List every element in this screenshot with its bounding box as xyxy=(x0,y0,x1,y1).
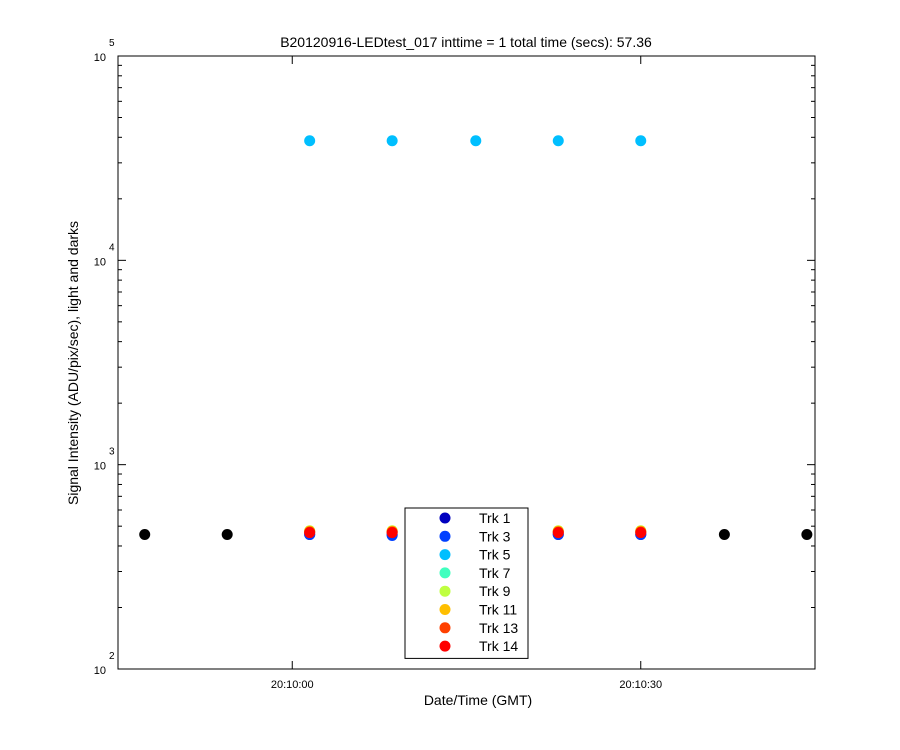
x-tick-label: 20:10:30 xyxy=(619,679,662,691)
x-axis-label: Date/Time (GMT) xyxy=(424,692,532,708)
legend-marker xyxy=(439,585,451,597)
y-axis-label: Signal Intensity (ADU/pix/sec), light an… xyxy=(65,221,81,505)
y-tick-label-base: 10 xyxy=(94,52,106,64)
y-tick-label-exponent: 3 xyxy=(109,447,115,458)
point-trk-5 xyxy=(304,135,316,147)
y-tick-label-exponent: 5 xyxy=(109,38,115,49)
point-trk-14 xyxy=(635,527,647,539)
dark-point xyxy=(221,529,233,541)
x-axis: 20:10:00 20:10:30 xyxy=(271,56,662,691)
y-tick-label-exponent: 2 xyxy=(109,651,115,662)
y-tick-label-base: 10 xyxy=(94,256,106,268)
dark-point xyxy=(718,529,730,541)
legend: Trk 1 Trk 3 Trk 5 Trk 7 Trk 9 Trk 11 Trk 13 Trk… xyxy=(404,507,529,659)
legend-label: Trk 5 xyxy=(479,547,511,563)
point-trk-5 xyxy=(470,135,482,147)
chart-title: B20120916-LEDtest_017 inttime = 1 total … xyxy=(280,34,652,50)
legend-marker xyxy=(439,640,451,652)
y-tick-label-base: 10 xyxy=(94,665,106,677)
legend-label: Trk 7 xyxy=(479,565,511,581)
dark-point xyxy=(801,529,813,541)
legend-marker xyxy=(439,549,451,561)
legend-marker xyxy=(439,567,451,579)
y-tick-label-exponent: 4 xyxy=(109,242,115,253)
point-trk-5 xyxy=(552,135,564,147)
legend-label: Trk 3 xyxy=(479,528,511,544)
legend-label: Trk 11 xyxy=(479,602,517,618)
point-trk-5 xyxy=(386,135,398,147)
legend-marker xyxy=(439,530,451,542)
point-trk-14 xyxy=(304,527,316,539)
legend-marker xyxy=(439,622,451,634)
legend-label: Trk 13 xyxy=(479,620,518,636)
dark-point xyxy=(139,529,151,541)
legend-label: Trk 1 xyxy=(479,510,511,526)
legend-box xyxy=(404,507,529,659)
x-tick-label: 20:10:00 xyxy=(271,679,314,691)
point-trk-5 xyxy=(635,135,647,147)
legend-marker xyxy=(439,512,451,524)
y-tick-label-base: 10 xyxy=(94,461,106,473)
legend-label: Trk 14 xyxy=(479,638,518,654)
point-trk-14 xyxy=(552,527,564,539)
legend-label: Trk 9 xyxy=(479,583,511,599)
point-trk-14 xyxy=(386,527,398,539)
legend-marker xyxy=(439,604,451,615)
